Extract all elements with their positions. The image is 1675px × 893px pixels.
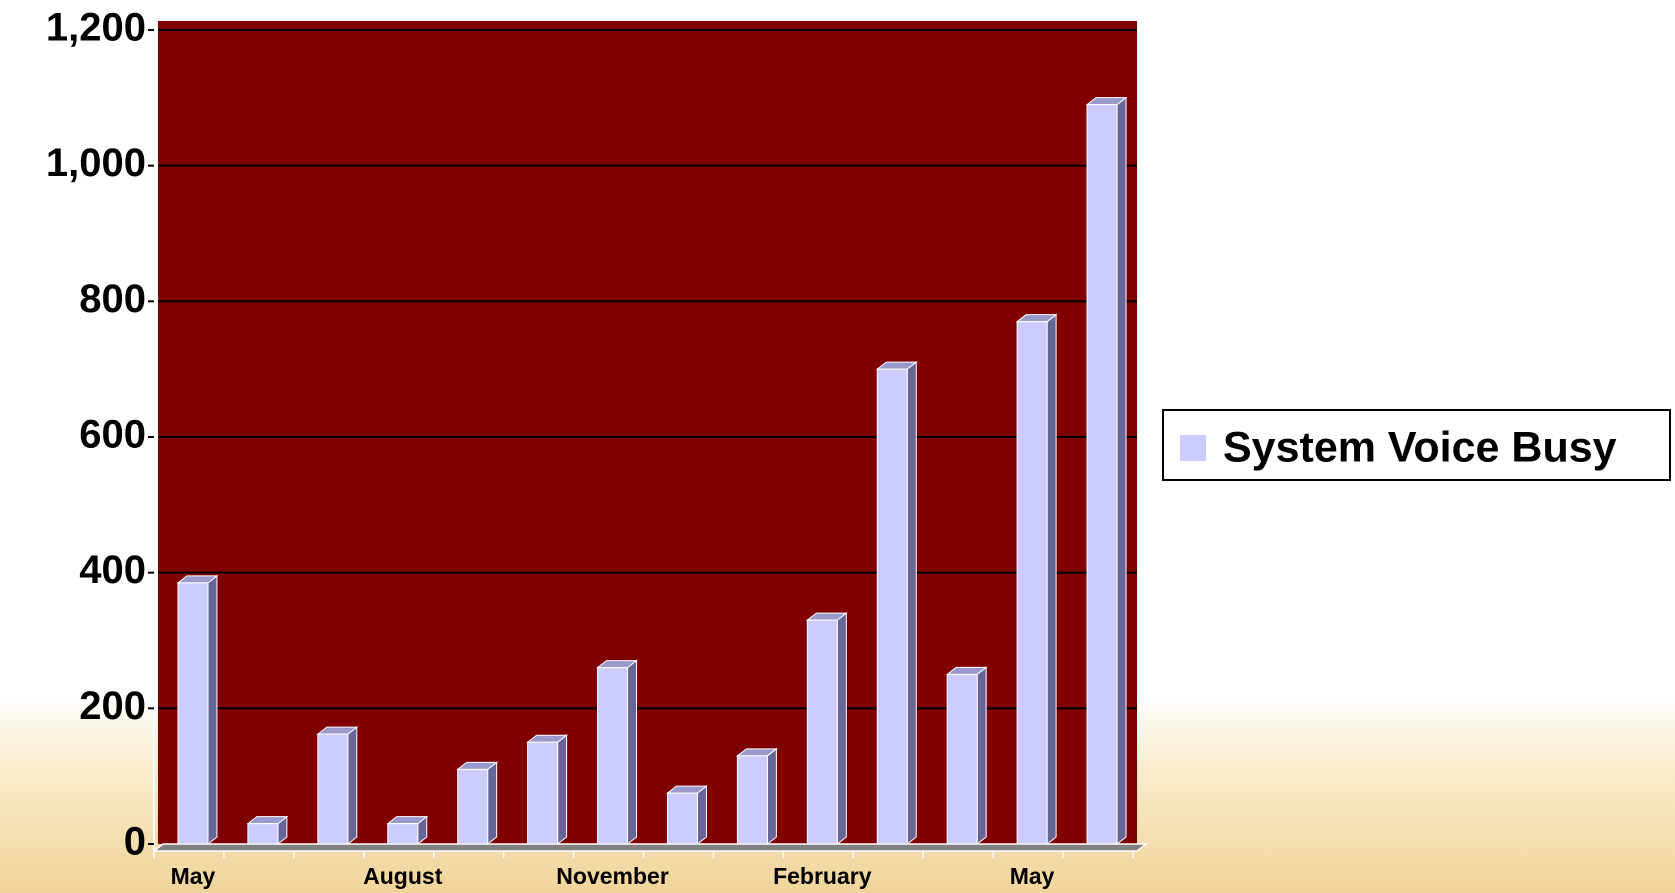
bar-side <box>976 666 987 846</box>
bar-side <box>347 726 358 846</box>
y-tick-label: 1,200 <box>46 6 146 50</box>
bar <box>597 667 629 845</box>
x-tick-label: February <box>773 863 872 889</box>
legend-swatch <box>1180 435 1206 461</box>
bar-side <box>627 659 638 846</box>
y-tick-label: 800 <box>79 277 146 321</box>
y-tick-label: 400 <box>79 548 146 592</box>
legend-label: System Voice Busy <box>1223 423 1617 471</box>
y-tick-label: 0 <box>124 820 146 864</box>
bar <box>527 741 559 845</box>
bar <box>666 792 698 845</box>
legend-box <box>1162 409 1671 481</box>
x-tick-label: May <box>171 863 216 889</box>
floor <box>151 843 1149 852</box>
plot-area <box>158 21 1137 844</box>
bar <box>387 823 419 845</box>
y-tick-label: 200 <box>79 684 146 728</box>
bar-side <box>906 361 917 846</box>
bar <box>1086 104 1118 845</box>
bar <box>876 368 908 845</box>
bar <box>736 755 768 845</box>
bar-side <box>1116 96 1127 846</box>
bar-side <box>487 761 498 846</box>
bar <box>806 619 838 845</box>
x-tick-label: May <box>1010 863 1055 889</box>
x-tick-label: August <box>363 863 443 889</box>
bar-side <box>557 734 568 846</box>
bar <box>247 823 279 845</box>
bar <box>317 733 349 845</box>
bar-side <box>836 612 847 846</box>
bar-side <box>1046 313 1057 846</box>
x-tick-label: November <box>556 863 669 889</box>
bar-side <box>696 785 707 846</box>
y-tick-label: 600 <box>79 413 146 457</box>
bar-side <box>766 747 777 846</box>
bar <box>457 768 489 845</box>
y-tick-label: 1,000 <box>46 141 146 185</box>
bar <box>177 582 209 845</box>
bar-side <box>207 574 218 846</box>
bar <box>1016 321 1048 845</box>
bar <box>946 673 978 845</box>
